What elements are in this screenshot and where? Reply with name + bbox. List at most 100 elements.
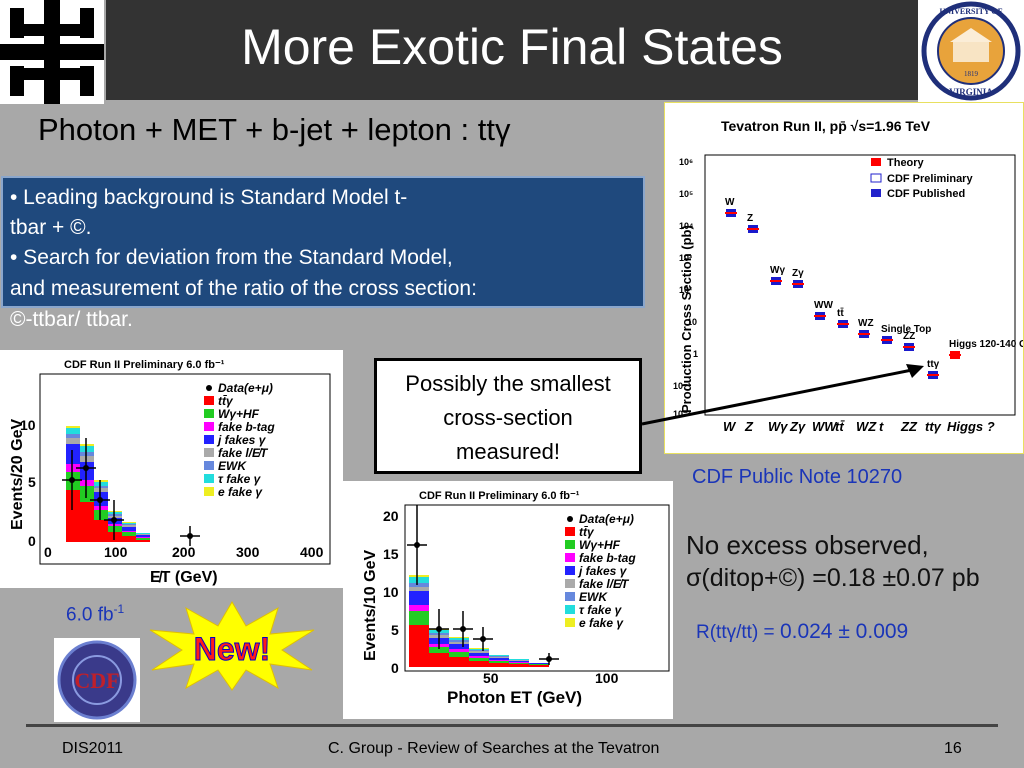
xsec-point-label: Zγ <box>792 268 804 279</box>
photon-ytick: 10 <box>383 584 399 600</box>
photon-ytick: 15 <box>383 546 399 562</box>
result-no-excess: No excess observed, <box>686 530 929 560</box>
legend-swatch <box>204 448 214 457</box>
histogram-bar <box>80 456 94 462</box>
xsec-ytick: 10³ <box>679 253 692 263</box>
histogram-bar <box>108 526 122 532</box>
histogram-bar <box>136 535 150 537</box>
legend-swatch <box>204 461 214 470</box>
callout-line-1: Possibly the smallest <box>405 371 611 396</box>
met-ytick: 10 <box>20 417 36 433</box>
histogram-bar <box>122 536 136 542</box>
met-plot: CDF Run II Preliminary 6.0 fb⁻¹ Events/2… <box>0 350 343 588</box>
xsec-ytick: 10 <box>687 317 697 327</box>
data-point <box>480 636 486 642</box>
histogram-bar <box>136 540 150 542</box>
histogram-bar <box>449 657 469 667</box>
legend-entry: e fake γ <box>218 485 263 499</box>
xsec-legend-published: CDF Published <box>887 188 965 200</box>
met-plot-title: CDF Run II Preliminary 6.0 fb⁻¹ <box>64 359 225 371</box>
histogram-bar <box>409 587 429 591</box>
xsec-point-label: WW <box>814 300 833 311</box>
histogram-bar <box>80 452 94 456</box>
histogram-bar <box>409 625 429 667</box>
ratio-prefix: R(ttγ/tt) = <box>696 622 780 643</box>
histogram-bar <box>80 502 94 542</box>
histogram-bar <box>66 464 80 472</box>
histogram-bar <box>122 524 136 525</box>
legend-swatch <box>565 540 575 549</box>
xsec-xlabel: WW <box>812 419 838 434</box>
histogram-bar <box>489 655 509 656</box>
luminosity-label: 6.0 fb-1 <box>66 602 124 626</box>
histogram-bar <box>489 656 509 657</box>
legend-entry: tt̄γ <box>218 394 234 408</box>
xsec-xlabel: t <box>879 419 884 434</box>
histogram-bar <box>409 583 429 587</box>
histogram-bar <box>80 462 94 480</box>
xsec-ytick: 10⁻² <box>673 409 691 419</box>
legend-swatch <box>565 605 575 614</box>
legend-entry: τ fake γ <box>579 603 623 617</box>
xsec-point-label: W <box>725 197 735 208</box>
legend-swatch <box>204 474 214 483</box>
result-ratio: R(ttγ/tt) = 0.024 ± 0.009 <box>696 620 908 644</box>
bullet-line-1: • Leading background is Standard Model t… <box>10 186 408 209</box>
legend-entry: fake b-tag <box>579 551 636 565</box>
histogram-bar <box>509 662 529 663</box>
histogram-bar <box>429 653 449 667</box>
xsec-ytick: 10⁶ <box>679 157 693 167</box>
histogram-bar <box>108 511 122 512</box>
photon-ylabel: Events/10 GeV <box>362 550 379 662</box>
met-ylabel: Events/20 GeV <box>9 419 26 531</box>
slide-title: More Exotic Final States <box>241 19 783 75</box>
histogram-bar <box>449 642 469 644</box>
xsec-point-label: tt̄ <box>837 307 844 319</box>
legend-entry: fake l/E̸T <box>218 446 269 460</box>
cdf-public-note: CDF Public Note 10270 <box>692 466 903 488</box>
fermilab-logo-icon <box>0 0 104 104</box>
met-xtick: 100 <box>104 544 128 560</box>
histogram-bar <box>94 520 108 542</box>
histogram-bar <box>122 525 136 527</box>
photon-xlabel: Photon ET (GeV) <box>447 688 582 707</box>
xsec-xlabel: Higgs ? <box>947 419 995 434</box>
histogram-bar <box>94 488 108 492</box>
bullet-line-2: tbar + ©. <box>10 216 92 239</box>
xsec-legend-prelim: CDF Preliminary <box>887 173 973 185</box>
legend-swatch <box>565 579 575 588</box>
histogram-bar <box>80 446 94 452</box>
histogram-bar <box>449 644 469 649</box>
photon-plot-title: CDF Run II Preliminary 6.0 fb⁻¹ <box>419 490 580 502</box>
histogram-bar <box>94 486 108 488</box>
histogram-bar <box>122 527 136 531</box>
legend-entry: EWK <box>218 459 247 473</box>
photon-et-plot: CDF Run II Preliminary 6.0 fb⁻¹ Events/1… <box>343 481 673 719</box>
xsec-xlabel: tt̄ <box>835 419 846 434</box>
legend-swatch <box>204 409 214 418</box>
cdf-logo-icon: CDF <box>54 638 140 722</box>
data-point <box>436 626 442 632</box>
histogram-bar <box>136 534 150 535</box>
histogram-bar <box>80 486 94 502</box>
histogram-bar <box>66 438 80 444</box>
histogram-bar <box>108 512 122 514</box>
xsec-xlabel: WZ <box>856 419 877 434</box>
xsec-ytick: 1 <box>693 349 698 359</box>
photon-ytick: 5 <box>391 622 399 638</box>
legend-entry: EWK <box>579 590 608 604</box>
histogram-bar <box>108 514 122 516</box>
xsec-point-label: ZZ <box>903 331 915 342</box>
photon-xtick: 100 <box>595 670 619 686</box>
xsec-points <box>725 209 961 379</box>
xsec-point-label: Z <box>747 213 753 224</box>
histogram-bar <box>509 660 529 661</box>
callout-arrow <box>641 364 924 426</box>
histogram-bar <box>449 649 469 652</box>
histogram-bar <box>94 480 108 482</box>
histogram-bar <box>489 663 509 667</box>
xsec-ylabel: Production Cross Section (pb) <box>679 225 694 413</box>
histogram-bar <box>469 649 489 650</box>
data-point <box>546 656 552 662</box>
lumi-sup: -1 <box>113 602 125 616</box>
